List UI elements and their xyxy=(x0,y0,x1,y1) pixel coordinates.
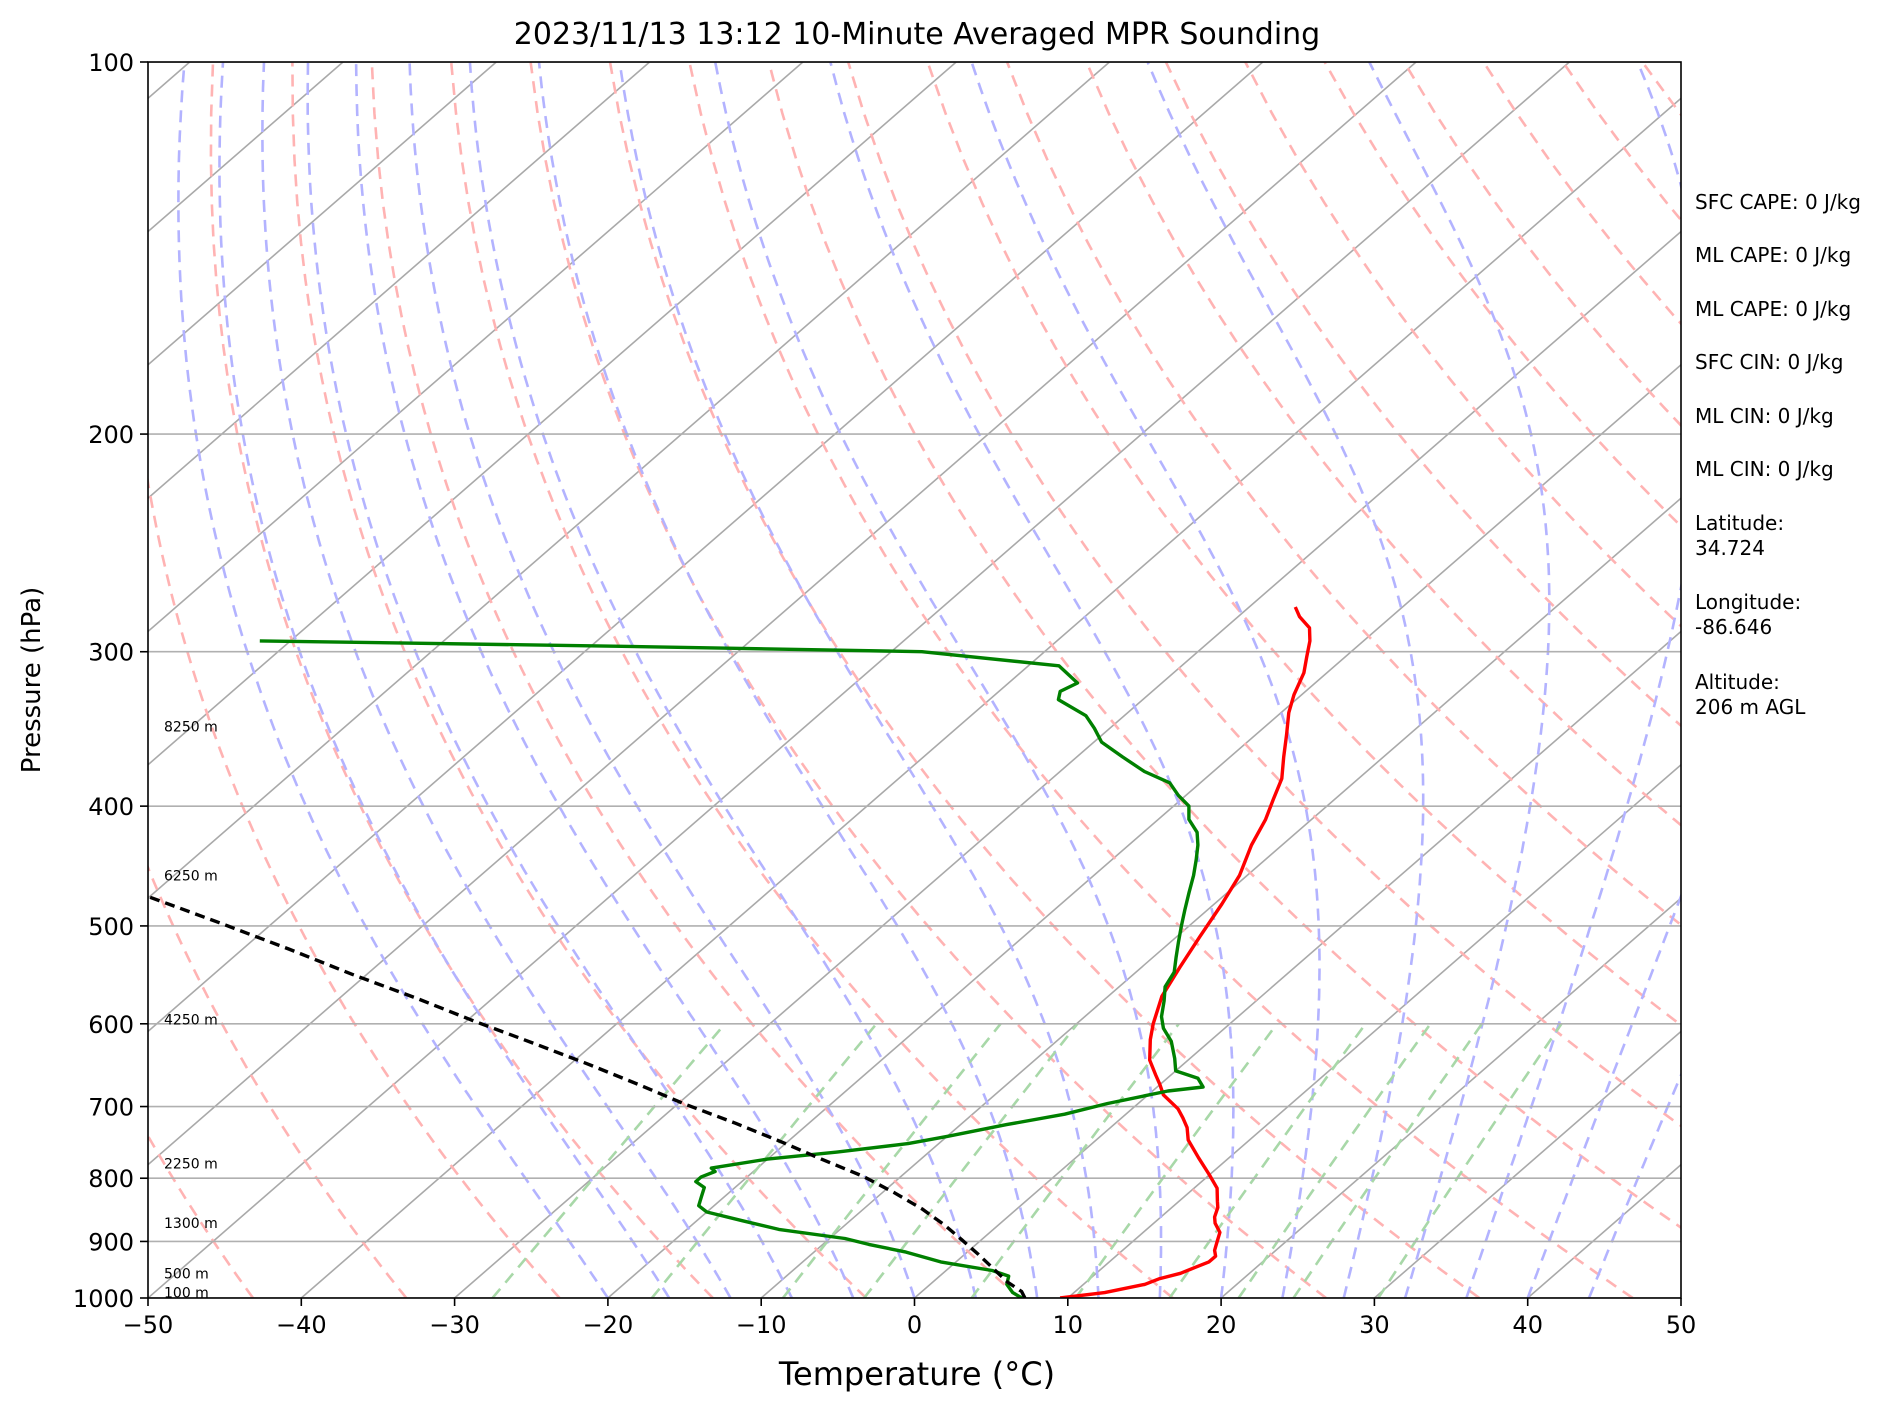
moist-adiabat xyxy=(177,62,609,1298)
isobar-grid xyxy=(148,62,1681,1298)
y-tick-label: 600 xyxy=(88,1011,134,1039)
x-tick-label: −40 xyxy=(276,1311,327,1339)
y-axis-label: Pressure (hPa) xyxy=(17,587,47,774)
isotherm xyxy=(148,62,1264,1033)
y-tick-label: 800 xyxy=(88,1165,134,1193)
x-tick-label: 30 xyxy=(1359,1311,1390,1339)
profile-series xyxy=(148,606,1312,1298)
isotherm xyxy=(454,230,1681,1298)
dry-adiabat xyxy=(370,62,1021,1298)
y-tick-label: 100 xyxy=(88,49,134,77)
moist-adiabat xyxy=(829,62,1235,1298)
mixing-ratio-line xyxy=(1292,1023,1483,1298)
isotherm xyxy=(148,62,957,766)
stat-altitude: Altitude: 206 m AGL xyxy=(1695,670,1806,719)
x-tick-label: −30 xyxy=(429,1311,480,1339)
y-axis-ticks: 100 200 300 400 500 600 700 800 900 1000 xyxy=(73,49,148,1313)
stat-sfc-cape: SFC CAPE: 0 J/kg xyxy=(1695,190,1861,214)
moist-adiabat xyxy=(970,62,1321,1298)
y-tick-label: 700 xyxy=(88,1094,134,1122)
x-axis-ticks: −50 −40 −30 −20 −10 0 10 20 30 40 50 xyxy=(123,1298,1697,1339)
isotherm xyxy=(148,62,1111,900)
stat-sfc-cin: SFC CIN: 0 J/kg xyxy=(1695,350,1844,374)
isotherm xyxy=(1220,897,1681,1298)
x-tick-label: 20 xyxy=(1206,1311,1237,1339)
x-tick-label: 40 xyxy=(1512,1311,1543,1339)
parcel-path-line xyxy=(148,894,1027,1298)
moist-adiabat xyxy=(713,62,1163,1298)
stat-ml-cape-2: ML CAPE: 0 J/kg xyxy=(1695,297,1852,321)
height-label: 4250 m xyxy=(164,1012,218,1028)
isotherm xyxy=(148,62,804,633)
moist-adiabat xyxy=(1146,62,1425,1298)
moist-adiabat xyxy=(537,62,1039,1298)
stat-ml-cape: ML CAPE: 0 J/kg xyxy=(1695,243,1852,267)
x-axis-label: Temperature (°C) xyxy=(778,1355,1055,1393)
isotherm xyxy=(760,497,1681,1298)
x-tick-label: 0 xyxy=(907,1311,922,1339)
y-tick-label: 900 xyxy=(88,1228,134,1256)
dewpoint-line xyxy=(259,639,1205,1298)
dry-adiabat xyxy=(688,62,1634,1298)
moist-adiabat xyxy=(306,62,794,1298)
mixing-ratio-line xyxy=(1377,1023,1563,1298)
x-tick-label: −20 xyxy=(583,1311,634,1339)
mixing-ratio-line xyxy=(781,1022,1002,1298)
moist-adiabat xyxy=(1368,62,1551,1298)
moist-adiabat xyxy=(618,62,1100,1298)
mixing-ratio-line xyxy=(970,1023,1180,1298)
moist-adiabat xyxy=(408,62,916,1298)
height-label: 2250 m xyxy=(164,1156,218,1172)
y-tick-label: 300 xyxy=(88,639,134,667)
height-label: 1300 m xyxy=(164,1216,218,1232)
dry-adiabat xyxy=(148,1133,255,1298)
x-tick-label: 10 xyxy=(1053,1311,1084,1339)
isotherm xyxy=(300,97,1681,1298)
dry-adiabat xyxy=(449,62,1174,1298)
moist-adiabat xyxy=(1526,892,1681,1298)
dry-adiabat xyxy=(148,864,408,1298)
moist-adiabat xyxy=(261,62,732,1298)
isotherm xyxy=(1373,1030,1681,1298)
y-tick-label: 1000 xyxy=(73,1285,134,1313)
dry-adiabat xyxy=(291,62,868,1298)
stat-latitude: Latitude: 34.724 xyxy=(1695,511,1785,560)
mixing-ratio-line xyxy=(491,1022,726,1298)
background-lines xyxy=(148,62,1893,1298)
y-tick-label: 200 xyxy=(88,421,134,449)
dry-adiabat xyxy=(767,62,1681,1230)
height-labels: 100 m 500 m 1300 m 2250 m 4250 m 6250 m 8250 m xyxy=(164,720,218,1302)
moist-adiabat xyxy=(354,62,855,1298)
dry-adiabat xyxy=(1881,62,1893,1298)
chart-title: 2023/11/13 13:12 10-Minute Averaged MPR … xyxy=(514,17,1320,52)
isotherm xyxy=(148,62,1417,1166)
isotherm xyxy=(148,62,651,500)
stat-ml-cin: ML CIN: 0 J/kg xyxy=(1695,404,1834,428)
stat-longitude: Longitude: -86.646 xyxy=(1695,590,1802,639)
x-tick-label: 50 xyxy=(1666,1311,1697,1339)
mixing-ratio-line xyxy=(650,1022,878,1298)
isotherm xyxy=(148,62,344,233)
height-label: 500 m xyxy=(164,1266,209,1282)
x-tick-label: −50 xyxy=(123,1311,174,1339)
y-tick-label: 500 xyxy=(88,913,134,941)
isotherm xyxy=(607,363,1681,1298)
moist-adiabat xyxy=(218,62,671,1298)
height-label: 100 m xyxy=(164,1286,209,1302)
temperature-line xyxy=(1059,606,1312,1298)
x-tick-label: −10 xyxy=(736,1311,787,1339)
height-label: 6250 m xyxy=(164,868,218,884)
moist-adiabat xyxy=(468,62,978,1298)
isotherm xyxy=(148,62,497,366)
height-label: 8250 m xyxy=(164,720,218,736)
stat-ml-cin-2: ML CIN: 0 J/kg xyxy=(1695,457,1834,481)
y-tick-label: 400 xyxy=(88,793,134,821)
isotherm xyxy=(1067,763,1681,1298)
